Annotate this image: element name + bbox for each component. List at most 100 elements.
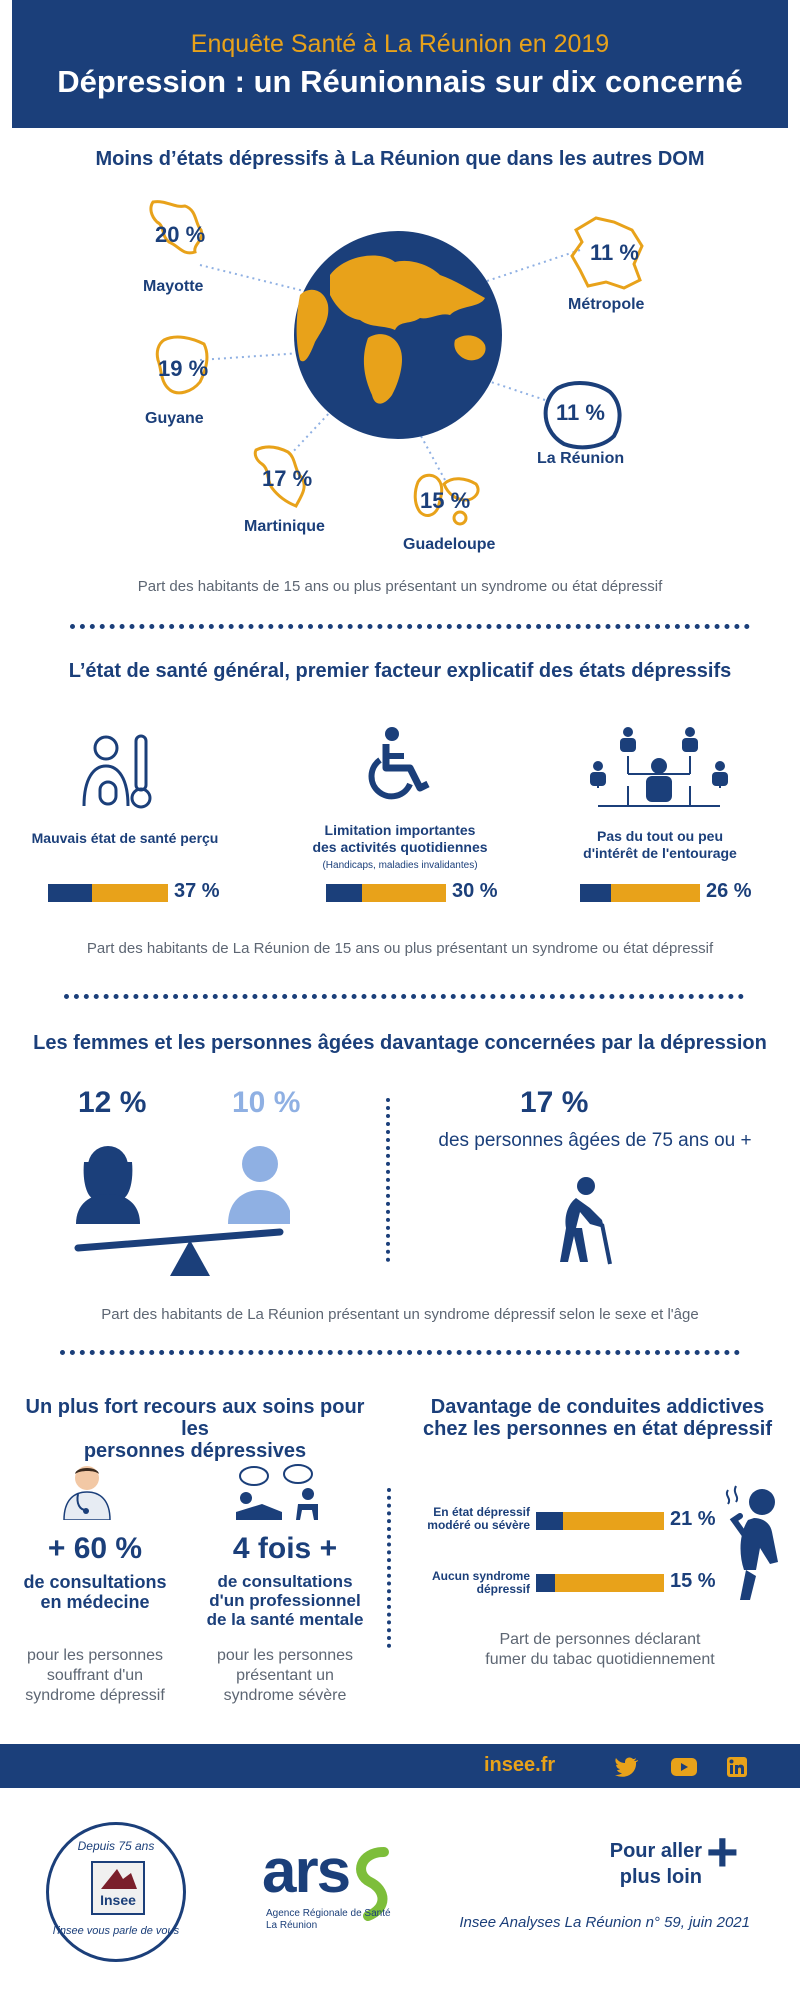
man-icon: [228, 1146, 290, 1224]
smoke-row1-value: 21 %: [670, 1508, 716, 1530]
insee-site-link[interactable]: insee.fr: [484, 1754, 556, 1776]
guadeloupe-label: Guadeloupe: [403, 536, 496, 553]
factor2-label-line2: des activités quotidiennes: [312, 839, 488, 855]
section5-title-line2: chez les personnes en état dépressif: [422, 1418, 773, 1440]
reunion-label: La Réunion: [537, 450, 625, 467]
smoker-icon: [725, 1485, 778, 1600]
ars-logo-swoosh: [356, 1847, 389, 1921]
smoke-row1-bar-orange: [563, 1512, 664, 1530]
plus-icon[interactable]: +: [706, 1820, 739, 1883]
twitter-icon[interactable]: [614, 1756, 640, 1778]
footer-band: [0, 1744, 800, 1788]
section4-title: Un plus fort recours aux soins pour les …: [10, 1396, 380, 1462]
factor2-bar-orange: [362, 884, 446, 902]
men-pct: 10 %: [232, 1086, 301, 1119]
mayotte-pct: 20 %: [155, 222, 206, 247]
section3-caption: Part des habitants de La Réunion présent…: [101, 1306, 699, 1323]
smoke-row1-label: En état dépressif modéré ou sévère: [402, 1506, 530, 1532]
martinique-label: Martinique: [244, 518, 325, 535]
mental-desc-line3: syndrome sévère: [223, 1687, 347, 1704]
separator-1: [70, 624, 750, 629]
women-pct: 12 %: [78, 1086, 147, 1119]
smoke-row2-label-line2: dépressif: [476, 1582, 530, 1596]
separator-2: [64, 994, 744, 999]
badge-top-text: Depuis 75 ans: [77, 1839, 155, 1853]
factor3-label: Pas du tout ou peu d'intérêt de l'entour…: [550, 828, 770, 862]
factor1-bar-orange: [92, 884, 168, 902]
globe-map-graphic: [199, 231, 581, 481]
medical-desc-line1: pour les personnes: [26, 1647, 164, 1664]
header-banner: Enquête Santé à La Réunion en 2019 Dépre…: [12, 0, 788, 128]
insee-logo: Insee: [91, 1861, 145, 1915]
insee-logo-text: Insee: [100, 1892, 136, 1908]
medical-label-line2: en médecine: [40, 1592, 150, 1612]
linkedin-icon[interactable]: [726, 1756, 748, 1778]
smoke-row2-bar-navy: [536, 1574, 555, 1592]
doctor-icon: [63, 1466, 111, 1520]
mental-label-line1: de consultations: [217, 1572, 353, 1591]
ars-subtitle-line2: La Réunion: [266, 1920, 318, 1931]
section1-title: Moins d’états dépressifs à La Réunion qu…: [95, 148, 705, 170]
section3-title: Les femmes et les personnes âgées davant…: [33, 1032, 767, 1054]
reference-text: Insee Analyses La Réunion n° 59, juin 20…: [459, 1914, 750, 1931]
ars-subtitle: Agence Régionale de Santé La Réunion: [266, 1908, 391, 1932]
badge-bottom-text: l'insee vous parle de vous: [52, 1925, 180, 1937]
ars-logo: ars: [262, 1837, 351, 1906]
factor1-label: Mauvais état de santé perçu: [31, 830, 219, 846]
smoke-row1-bar: [536, 1512, 664, 1530]
balance-beam: [74, 1228, 284, 1252]
mental-desc: pour les personnes présentant un syndrom…: [195, 1646, 375, 1706]
metropole-map-icon: [570, 216, 644, 290]
smoke-row1-bar-navy: [536, 1512, 563, 1530]
section5-title-line1: Davantage de conduites addictives: [430, 1396, 765, 1418]
metropole-label: Métropole: [568, 296, 645, 313]
section2-caption: Part des habitants de La Réunion de 15 a…: [86, 940, 714, 957]
guyane-map-icon: [155, 335, 209, 395]
more-info-line1: Pour aller: [609, 1840, 702, 1862]
vertical-separator-2: [387, 1488, 391, 1648]
youtube-icon[interactable]: [670, 1756, 698, 1778]
therapy-session-icon: [236, 1464, 318, 1520]
section4-title-line1: Un plus fort recours aux soins pour les: [25, 1396, 365, 1440]
reunion-map-icon: [543, 381, 622, 450]
vertical-separator-1: [386, 1098, 390, 1262]
smoke-row2-label: Aucun syndrome dépressif: [402, 1570, 530, 1596]
insee-logo-graphic: [101, 1869, 137, 1889]
section5-title: Davantage de conduites addictives chez l…: [405, 1396, 790, 1440]
section4-title-line2: personnes dépressives: [83, 1440, 307, 1462]
more-info-line2: plus loin: [619, 1866, 702, 1888]
ars-subtitle-line1: Agence Régionale de Santé: [266, 1908, 391, 1919]
factor3-bar-orange: [611, 884, 700, 902]
smoke-row2-bar-orange: [555, 1574, 664, 1592]
medical-value: + 60 %: [47, 1532, 143, 1565]
section2-title: L’état de santé général, premier facteur…: [68, 660, 732, 682]
header-subtitle: Enquête Santé à La Réunion en 2019: [190, 30, 610, 58]
section5-caption: Part de personnes déclarant fumer du tab…: [420, 1630, 780, 1670]
guadeloupe-pct: 15 %: [420, 488, 471, 513]
mental-desc-line1: pour les personnes: [216, 1647, 354, 1664]
smoke-row2-value: 15 %: [670, 1570, 716, 1592]
globe-continents: [296, 255, 486, 404]
factor2-note: (Handicaps, maladies invalidantes): [322, 860, 478, 871]
gender-balance-graphic: [74, 1146, 290, 1276]
martinique-map-icon: [253, 445, 306, 508]
woman-icon: [76, 1146, 140, 1224]
section5-caption-line2: fumer du tabac quotidiennement: [485, 1651, 715, 1668]
wheelchair-icon: [368, 727, 430, 800]
medical-label: de consultations en médecine: [10, 1572, 180, 1612]
guyane-label: Guyane: [145, 410, 204, 427]
smoke-row2-label-line1: Aucun syndrome: [431, 1569, 530, 1583]
more-info-label[interactable]: Pour aller plus loin: [590, 1838, 702, 1890]
smoke-row2-bar: [536, 1574, 664, 1592]
medical-desc-line3: syndrome dépressif: [25, 1687, 165, 1704]
factor3-label-line2: d'intérêt de l'entourage: [583, 845, 737, 861]
elderly-pct: 17 %: [520, 1086, 589, 1119]
guyane-pct: 19 %: [158, 356, 209, 381]
mental-label-line2: d'un professionnel: [209, 1591, 361, 1610]
mental-value: 4 fois +: [232, 1532, 338, 1565]
factor2-bar: [326, 884, 446, 902]
smoke-row1-label-line2: modéré ou sévère: [427, 1518, 530, 1532]
medical-desc-line2: souffrant d'un: [46, 1667, 144, 1684]
people-network-icon: [590, 727, 728, 807]
medical-desc: pour les personnes souffrant d'un syndro…: [10, 1646, 180, 1706]
